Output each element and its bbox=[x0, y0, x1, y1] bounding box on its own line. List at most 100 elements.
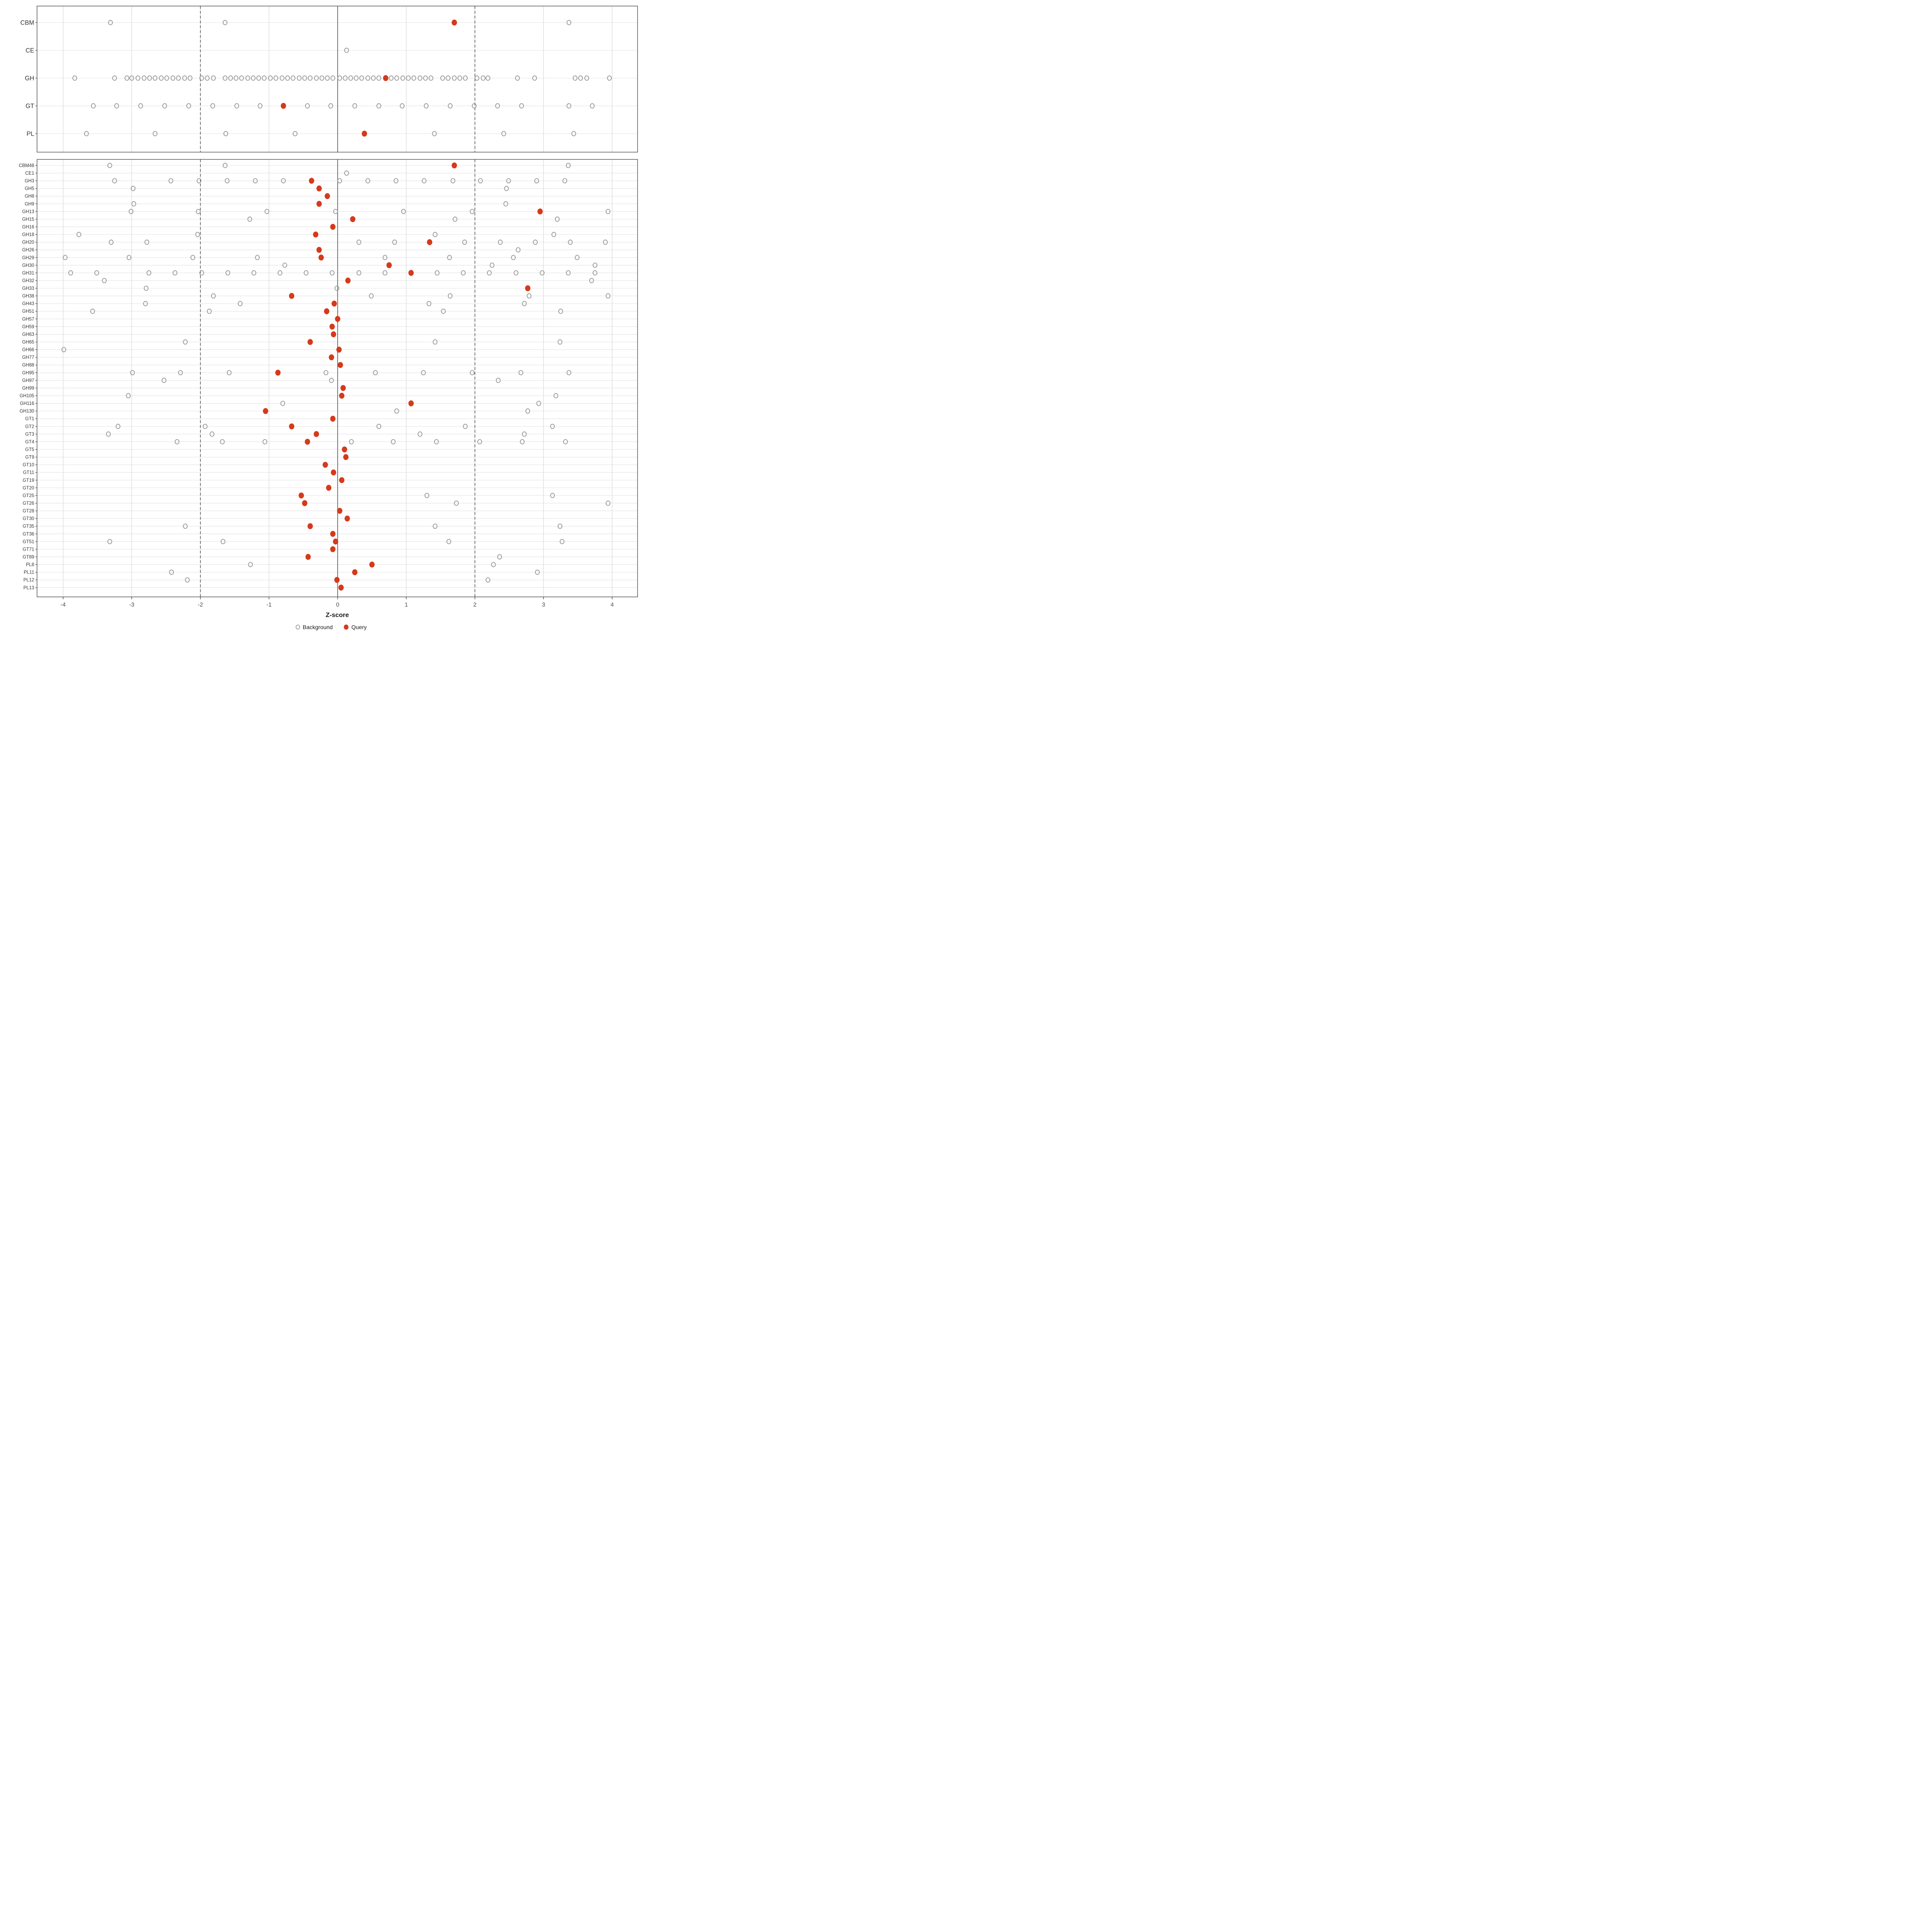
background-point bbox=[129, 75, 134, 81]
background-point bbox=[472, 103, 477, 109]
background-point bbox=[423, 103, 429, 109]
background-point bbox=[592, 262, 598, 268]
background-point bbox=[400, 103, 405, 109]
row-label: GH57 bbox=[22, 317, 34, 322]
background-point bbox=[228, 75, 233, 81]
background-point bbox=[233, 75, 239, 81]
background-point bbox=[188, 75, 193, 81]
background-point bbox=[343, 75, 348, 81]
row-label: GH99 bbox=[22, 386, 34, 391]
background-point bbox=[463, 423, 468, 429]
background-point bbox=[448, 293, 453, 299]
background-point bbox=[268, 75, 273, 81]
legend-query-icon bbox=[344, 624, 349, 630]
query-point bbox=[330, 546, 336, 552]
background-point bbox=[417, 75, 423, 81]
background-point bbox=[520, 439, 525, 444]
background-point bbox=[534, 178, 539, 184]
background-point bbox=[376, 103, 382, 109]
background-point bbox=[325, 75, 330, 81]
background-point bbox=[566, 163, 571, 168]
background-point bbox=[164, 75, 169, 81]
background-point bbox=[452, 217, 458, 222]
background-point bbox=[417, 431, 423, 437]
query-point bbox=[331, 331, 336, 337]
background-point bbox=[114, 103, 119, 109]
background-point bbox=[239, 75, 244, 81]
query-point bbox=[361, 130, 367, 137]
background-point bbox=[209, 431, 215, 437]
legend-query-label: Query bbox=[351, 624, 367, 630]
row-label: GH33 bbox=[22, 286, 34, 291]
background-point bbox=[371, 75, 376, 81]
query-point bbox=[324, 193, 330, 199]
background-point bbox=[533, 239, 538, 245]
row-label: GH29 bbox=[22, 256, 34, 260]
background-point bbox=[550, 423, 555, 429]
background-point bbox=[603, 239, 608, 245]
background-point bbox=[461, 270, 466, 276]
background-point bbox=[373, 370, 378, 376]
background-point bbox=[522, 431, 527, 437]
background-point bbox=[185, 577, 190, 583]
background-point bbox=[183, 339, 188, 345]
query-point bbox=[298, 492, 304, 499]
background-point bbox=[262, 439, 267, 444]
row-label: GH66 bbox=[22, 348, 34, 353]
background-point bbox=[369, 293, 374, 299]
row-label: GH59 bbox=[22, 324, 34, 329]
background-point bbox=[559, 539, 565, 544]
background-point bbox=[515, 75, 520, 81]
background-point bbox=[182, 75, 187, 81]
x-tick-label: 1 bbox=[405, 602, 408, 608]
background-point bbox=[330, 270, 335, 276]
background-point bbox=[305, 103, 310, 109]
background-point bbox=[525, 408, 530, 414]
row-label: GH15 bbox=[22, 217, 34, 222]
background-point bbox=[135, 75, 140, 81]
background-point bbox=[424, 493, 429, 498]
background-point bbox=[356, 270, 361, 276]
background-point bbox=[571, 131, 576, 136]
background-point bbox=[112, 75, 117, 81]
background-point bbox=[126, 255, 132, 260]
query-point bbox=[338, 362, 343, 368]
row-label: GT25 bbox=[23, 493, 34, 498]
background-point bbox=[526, 293, 532, 299]
background-point bbox=[498, 239, 503, 245]
background-point bbox=[592, 270, 598, 276]
background-point bbox=[426, 301, 431, 306]
row-label: GT1 bbox=[25, 417, 34, 421]
background-point bbox=[143, 301, 148, 306]
row-label: CE bbox=[25, 47, 34, 54]
query-point bbox=[337, 508, 343, 514]
background-point bbox=[334, 285, 339, 291]
row-label: GT10 bbox=[23, 463, 34, 468]
row-label: GH105 bbox=[20, 394, 34, 398]
row-label: PL bbox=[27, 130, 34, 137]
background-point bbox=[447, 255, 452, 260]
background-point bbox=[329, 378, 334, 383]
query-point bbox=[369, 561, 375, 568]
row-label: PL13 bbox=[23, 586, 34, 590]
background-point bbox=[314, 75, 319, 81]
background-point bbox=[153, 75, 158, 81]
row-label: CE1 bbox=[25, 171, 34, 176]
query-point bbox=[343, 454, 349, 460]
query-point bbox=[309, 178, 314, 184]
background-point bbox=[489, 262, 495, 268]
background-point bbox=[557, 339, 563, 345]
background-point bbox=[514, 270, 519, 276]
query-point bbox=[275, 369, 281, 376]
background-point bbox=[470, 370, 475, 376]
background-point bbox=[319, 75, 324, 81]
query-point bbox=[330, 415, 336, 422]
background-point bbox=[575, 255, 580, 260]
row-label: CBM bbox=[21, 19, 34, 26]
background-point bbox=[195, 232, 200, 237]
background-point bbox=[207, 308, 212, 314]
background-point bbox=[590, 103, 595, 109]
row-label: GH63 bbox=[22, 332, 34, 337]
background-point bbox=[186, 103, 191, 109]
row-label: GT51 bbox=[23, 539, 34, 544]
